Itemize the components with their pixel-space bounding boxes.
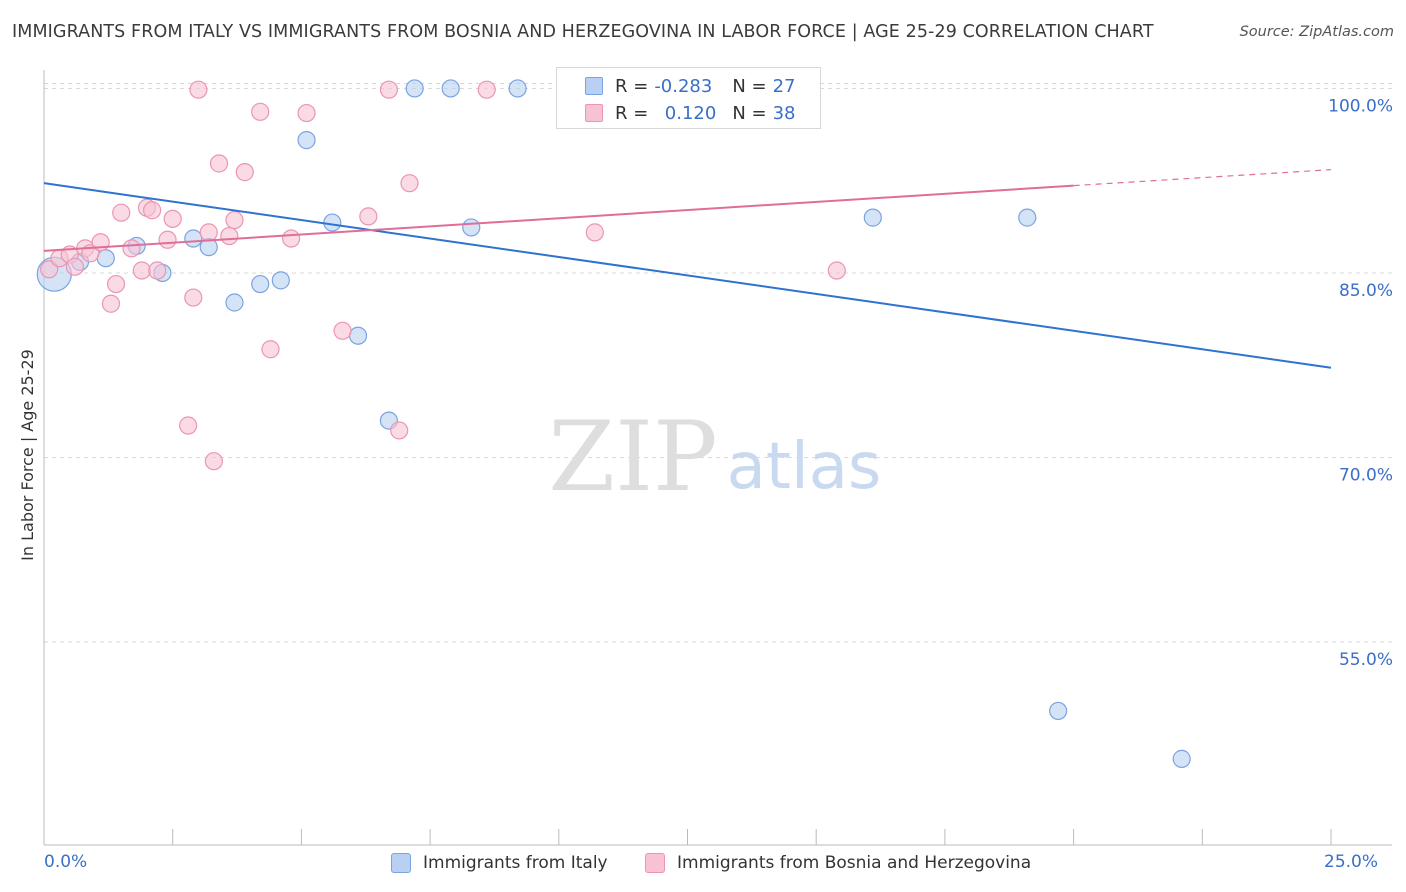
bosnia-point bbox=[106, 274, 126, 294]
bosnia-point bbox=[40, 260, 59, 279]
bosnia-n-label: N = bbox=[732, 102, 767, 124]
watermark: ZIP atlas bbox=[548, 401, 881, 513]
bosnia-point bbox=[282, 229, 301, 248]
legend-item-bosnia[interactable]: Immigrants from Bosnia and Herzegovina bbox=[645, 853, 1031, 873]
bosnia-point bbox=[148, 261, 167, 280]
bosnia-point bbox=[827, 261, 846, 280]
bosnia-point bbox=[143, 201, 162, 220]
bosnia-point bbox=[261, 340, 280, 359]
stats-legend: R = -0.283 N = 27 R = 0.120 N = 38 bbox=[556, 67, 821, 129]
italy-point bbox=[462, 218, 481, 237]
bosnia-trend-extension bbox=[1073, 169, 1332, 187]
bosnia-trend-line bbox=[43, 184, 1074, 252]
watermark-atlas: atlas bbox=[727, 430, 882, 504]
italy-point bbox=[1049, 701, 1068, 721]
bosnia-r-value: 0.120 bbox=[664, 102, 717, 124]
italy-point bbox=[323, 213, 342, 232]
trend-lines bbox=[43, 169, 1332, 369]
bosnia-point bbox=[132, 261, 151, 280]
bosnia-swatch bbox=[585, 104, 603, 122]
bosnia-point bbox=[235, 163, 254, 182]
bosnia-point bbox=[189, 80, 208, 99]
bosnia-point bbox=[251, 102, 270, 121]
bosnia-point bbox=[400, 174, 419, 193]
italy-point bbox=[863, 208, 882, 227]
italy-point bbox=[441, 79, 460, 98]
y-tick-label: 70.0% bbox=[1339, 466, 1393, 486]
bosnia-n-value: 38 bbox=[772, 102, 796, 124]
chart-title: IMMIGRANTS FROM ITALY VS IMMIGRANTS FROM… bbox=[12, 22, 1154, 42]
y-tick-label: 85.0% bbox=[1339, 281, 1393, 301]
italy-point bbox=[96, 249, 115, 268]
italy-point bbox=[271, 271, 290, 290]
legend-swatch-italy bbox=[391, 853, 411, 873]
axes bbox=[43, 70, 1392, 846]
bosnia-r-label: R = bbox=[615, 102, 649, 124]
bosnia-point bbox=[184, 288, 203, 307]
italy-trend-line bbox=[43, 182, 1332, 369]
stats-row-italy: R = -0.283 N = 27 bbox=[585, 73, 796, 99]
bosnia-point bbox=[225, 210, 244, 230]
italy-point bbox=[348, 326, 368, 345]
bosnia-point bbox=[179, 416, 198, 435]
bosnia-point bbox=[204, 452, 223, 471]
legend-label-italy: Immigrants from Italy bbox=[423, 853, 608, 873]
x-tick-max: 25.0% bbox=[1324, 852, 1379, 872]
legend-swatch-bosnia bbox=[645, 853, 665, 873]
bosnia-point bbox=[333, 321, 352, 340]
italy-point bbox=[184, 229, 203, 248]
bosnia-point bbox=[220, 226, 239, 246]
bottom-legend: Immigrants from Italy Immigrants from Bo… bbox=[0, 853, 1406, 879]
bosnia-point bbox=[390, 421, 409, 440]
italy-point bbox=[225, 293, 244, 312]
italy-swatch bbox=[585, 77, 603, 95]
legend-item-italy[interactable]: Immigrants from Italy bbox=[391, 853, 608, 873]
y-tick-labels: 100.0% 85.0% 70.0% 55.0% bbox=[1328, 96, 1393, 670]
y-tick-label: 55.0% bbox=[1339, 650, 1393, 670]
y-axis-label: In Labor Force | Age 25-29 bbox=[18, 349, 37, 561]
bosnia-point bbox=[477, 80, 496, 99]
bosnia-point bbox=[112, 203, 131, 222]
stats-row-bosnia: R = 0.120 N = 38 bbox=[585, 100, 796, 126]
italy-n-value: 27 bbox=[772, 75, 796, 97]
bosnia-point bbox=[101, 294, 121, 313]
bosnia-point bbox=[379, 80, 399, 99]
bosnia-point bbox=[65, 257, 84, 276]
x-tick-min: 0.0% bbox=[44, 852, 88, 872]
italy-point bbox=[508, 79, 527, 98]
bosnia-point bbox=[359, 207, 378, 226]
italy-r-value: -0.283 bbox=[654, 75, 713, 97]
italy-r-label: R = bbox=[615, 75, 649, 97]
italy-point bbox=[251, 274, 270, 294]
bosnia-point bbox=[209, 154, 229, 173]
bosnia-point bbox=[297, 103, 316, 123]
italy-point bbox=[1018, 208, 1037, 227]
italy-point bbox=[297, 131, 316, 150]
legend-label-bosnia: Immigrants from Bosnia and Herzegovina bbox=[677, 853, 1032, 873]
bosnia-point bbox=[585, 223, 604, 242]
italy-point bbox=[405, 79, 424, 98]
bosnia-point bbox=[163, 209, 182, 228]
source-label: Source: ZipAtlas.com bbox=[1239, 24, 1394, 40]
italy-point bbox=[1172, 749, 1191, 768]
italy-n-label: N = bbox=[732, 75, 767, 97]
bosnia-point bbox=[199, 223, 218, 242]
watermark-zip: ZIP bbox=[548, 401, 717, 513]
y-tick-label: 100.0% bbox=[1328, 96, 1393, 116]
bosnia-point bbox=[122, 239, 141, 258]
bosnia-point bbox=[158, 230, 177, 249]
